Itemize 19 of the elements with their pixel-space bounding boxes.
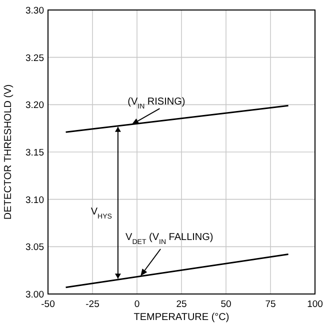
x-tick-label: 100: [307, 299, 323, 310]
x-tick-label: 50: [220, 299, 232, 310]
x-tick-label: -25: [86, 299, 100, 310]
y-tick-label: 3.15: [26, 148, 44, 158]
y-tick-label: 3.10: [26, 194, 44, 206]
y-tick-label: 3.20: [26, 100, 44, 112]
x-tick-label: -50: [41, 299, 55, 310]
annotation: V$_{DET}$ (V$_{IN}$ FALLING): [126, 232, 214, 246]
y-tick-label: 3.00: [26, 290, 44, 300]
annotation: (V$_{IN}$ RISING): [128, 96, 186, 110]
x-tick-label: 75: [265, 299, 276, 310]
y-tick-label: 3.30: [26, 6, 44, 16]
y-tick-label: 3.25: [26, 52, 44, 64]
x-tick-label: 25: [176, 299, 187, 310]
x-tick-label: 0: [134, 299, 140, 310]
y-axis-title: DETECTOR THRESHOLD (V): [3, 84, 14, 220]
x-axis-title: TEMPERATURE (°C): [134, 312, 230, 323]
y-tick-label: 3.05: [26, 242, 44, 254]
annotation: V$_{HYS}$: [90, 206, 112, 220]
